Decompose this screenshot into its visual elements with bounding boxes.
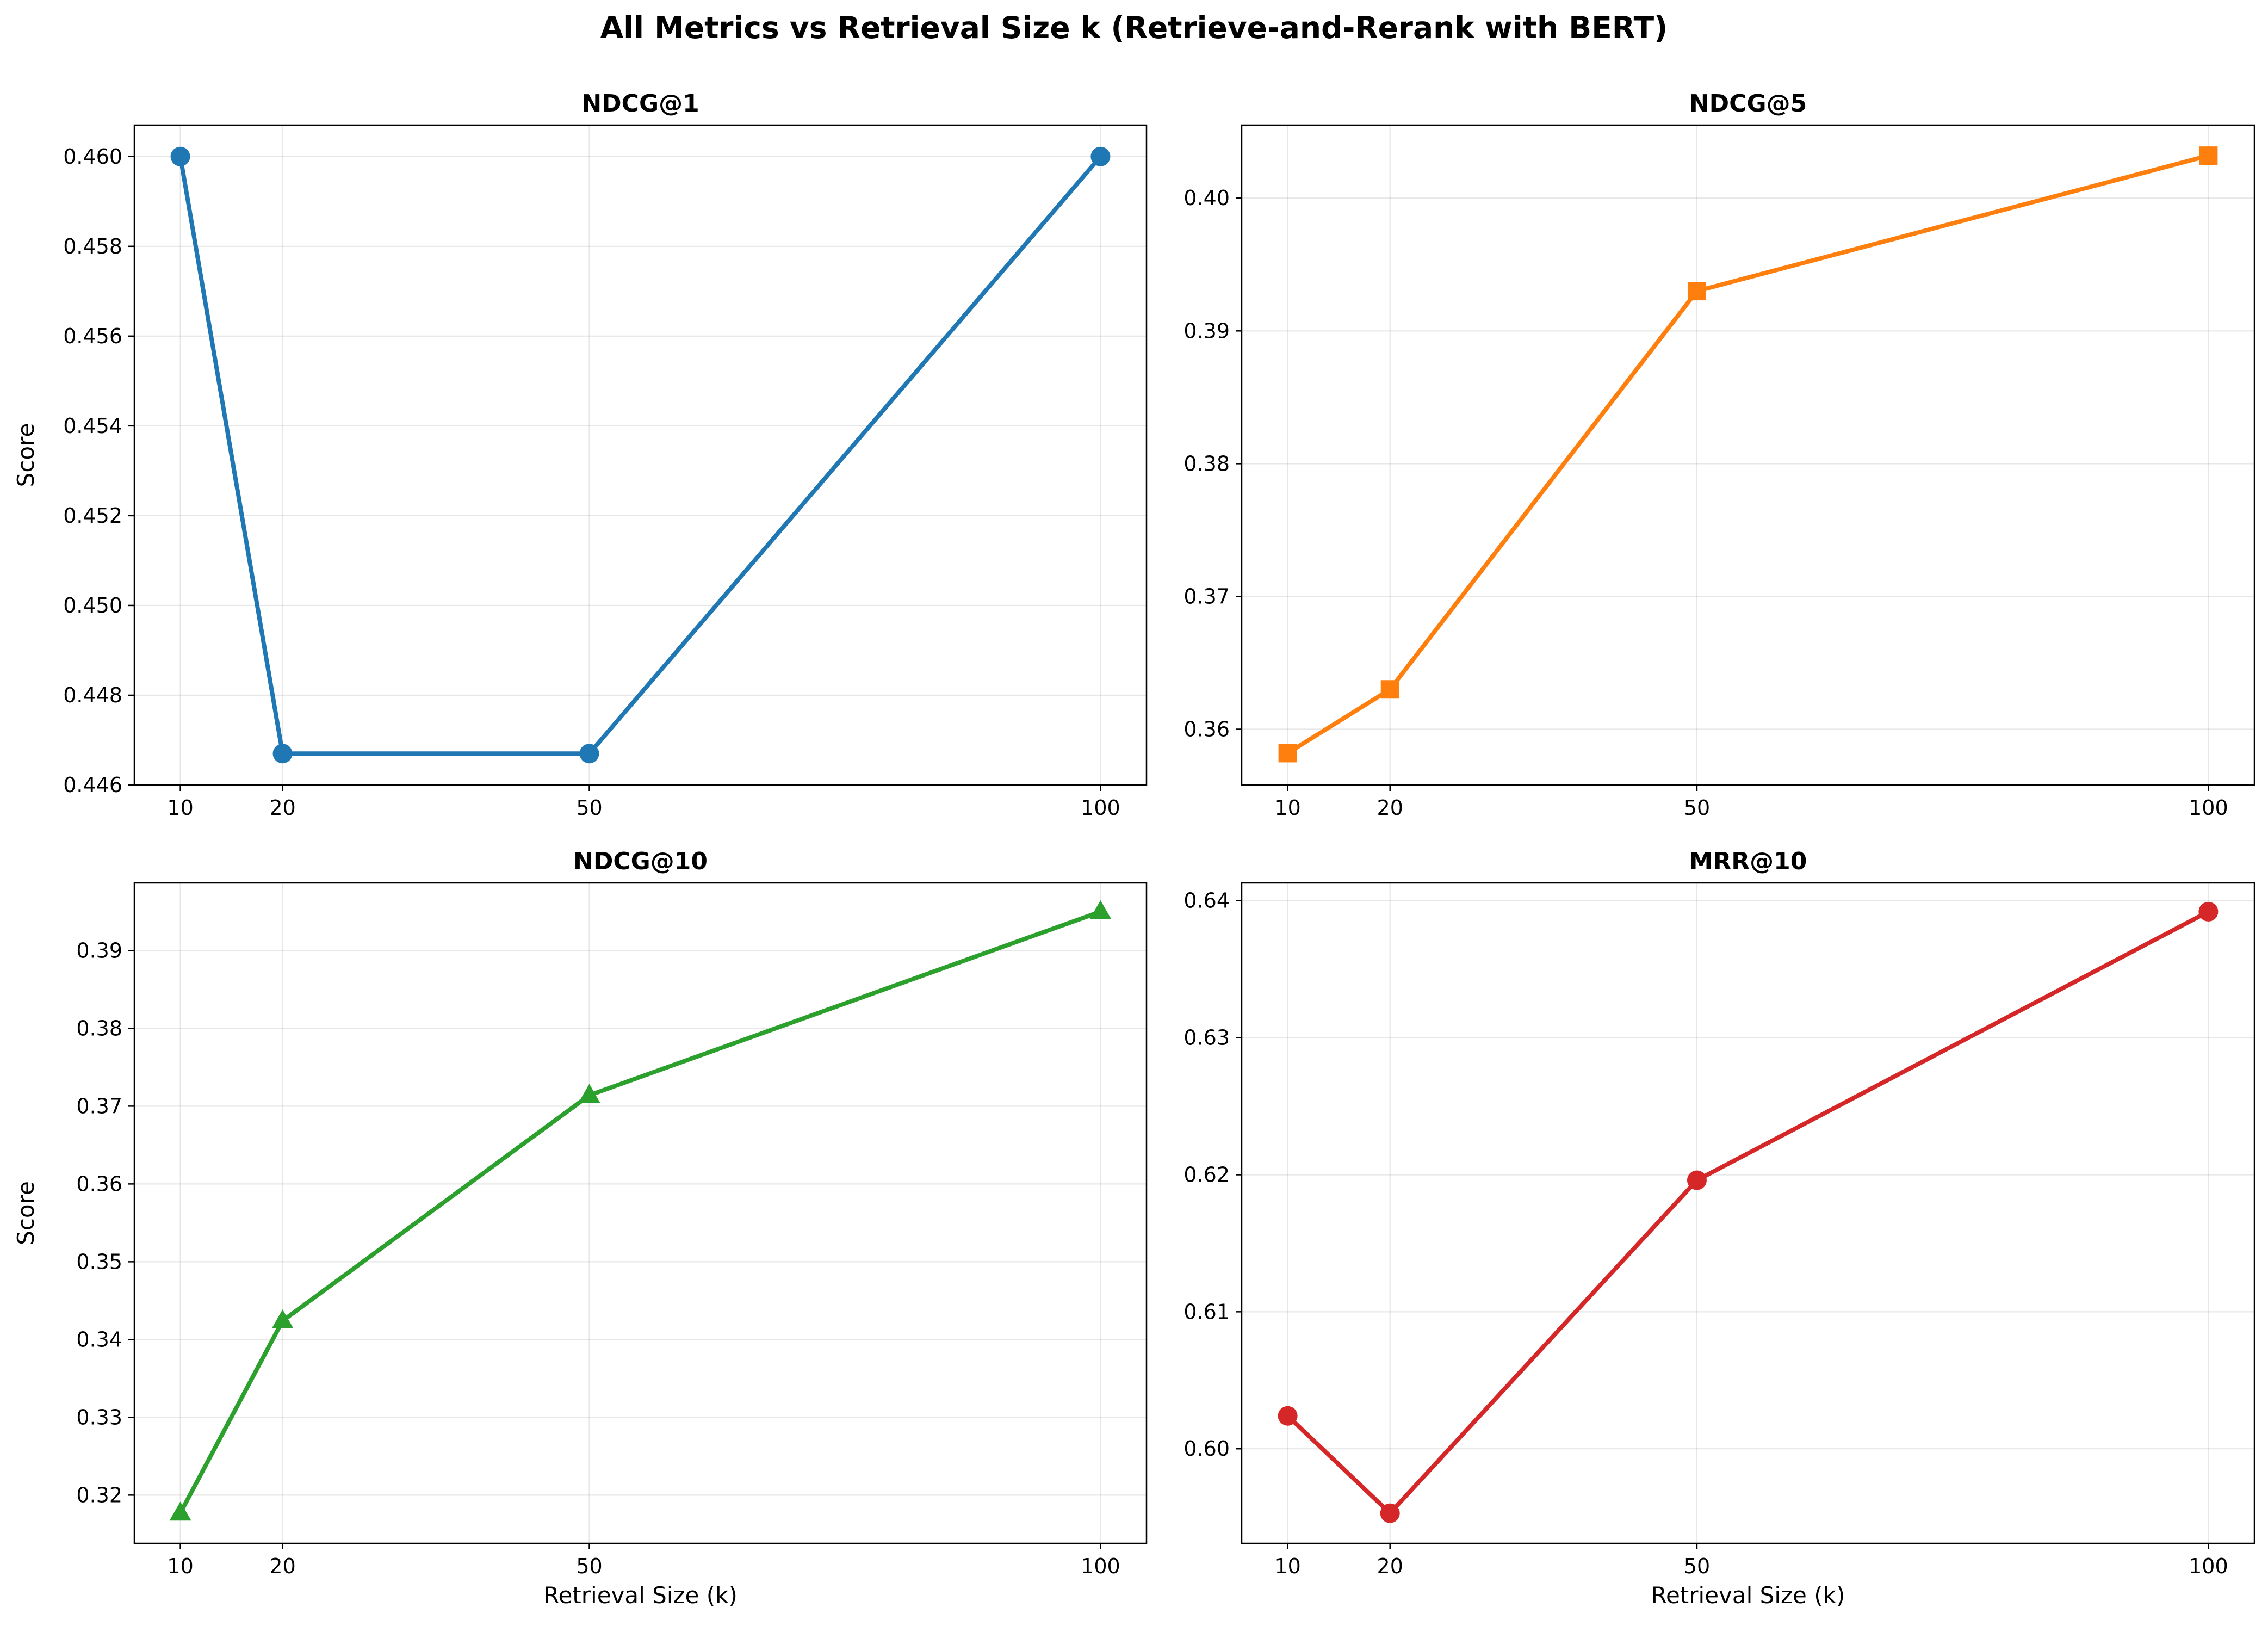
- subplot-title: NDCG@1: [581, 90, 699, 118]
- data-point-circle: [579, 744, 599, 764]
- x-tick-label: 20: [1377, 796, 1403, 820]
- data-point-square: [2199, 146, 2218, 165]
- y-tick-label: 0.39: [1183, 319, 1230, 343]
- y-axis-label: Score: [13, 423, 39, 487]
- data-point-triangle: [578, 1084, 600, 1103]
- x-axis-label: Retrieval Size (k): [1651, 1582, 1845, 1609]
- subplot-title: NDCG@10: [573, 848, 708, 875]
- data-point-circle: [170, 146, 190, 166]
- subplot-4: 10 20 50 100 0.60 0.61 0.62 0.63 0.64 MRR@10 Retri…: [1183, 848, 2255, 1609]
- y-tick-label: 0.64: [1183, 889, 1230, 913]
- figure-suptitle: All Metrics vs Retrieval Size k (Retriev…: [600, 10, 1668, 45]
- x-tick-label: 20: [269, 796, 295, 820]
- data-point-circle: [1090, 146, 1111, 166]
- y-axis-label: Score: [13, 1181, 39, 1245]
- x-tick-label: 10: [1274, 1554, 1300, 1578]
- x-tick-label: 100: [1081, 796, 1120, 820]
- y-tick-label: 0.450: [63, 594, 122, 617]
- x-tick-label: 50: [576, 796, 602, 820]
- data-point-circle: [2198, 901, 2219, 922]
- data-point-circle: [1278, 1406, 1298, 1426]
- data-point-circle: [1380, 1503, 1400, 1523]
- x-tick-label: 10: [167, 796, 193, 820]
- y-tick-label: 0.36: [76, 1172, 122, 1196]
- x-tick-label: 100: [2189, 1554, 2228, 1578]
- x-tick-label: 10: [167, 1554, 193, 1578]
- y-tick-label: 0.33: [76, 1405, 122, 1429]
- data-point-circle: [272, 744, 293, 764]
- subplot-title: MRR@10: [1689, 848, 1807, 875]
- y-tick-label: 0.61: [1183, 1300, 1230, 1324]
- y-tick-label: 0.60: [1183, 1437, 1230, 1461]
- y-tick-label: 0.39: [76, 938, 122, 962]
- series-line: [177, 153, 1104, 756]
- subplot-3: 10 20 50 100 0.32 0.33 0.34 0.35 0.36 0.37 0.38 0.3…: [13, 848, 1148, 1609]
- x-tick-label: 20: [1377, 1554, 1403, 1578]
- subplot-1: 10 20 50 100 0.446 0.448 0.450 0.452 0.454 0.456 0…: [13, 90, 1148, 820]
- y-tick-label: 0.448: [63, 683, 122, 707]
- axes-frame: [133, 124, 1148, 786]
- y-tick-label: 0.446: [63, 773, 122, 797]
- y-tick-label: 0.36: [1183, 717, 1230, 741]
- y-tick-label: 0.32: [76, 1483, 122, 1507]
- x-tick-label: 100: [1081, 1554, 1120, 1578]
- y-tick-label: 0.458: [63, 234, 122, 258]
- subplot-title: NDCG@5: [1689, 90, 1807, 118]
- y-tick-label: 0.37: [1183, 584, 1230, 608]
- x-tick-label: 100: [2189, 796, 2228, 820]
- y-tick-label: 0.35: [76, 1250, 122, 1274]
- y-tick-label: 0.460: [63, 145, 122, 169]
- y-tick-label: 0.37: [76, 1094, 122, 1118]
- axes-frame: [1241, 124, 2255, 786]
- x-tick-label: 10: [1274, 796, 1300, 820]
- y-tick-label: 0.40: [1183, 186, 1230, 210]
- data-point-triangle: [1089, 900, 1112, 919]
- y-tick-label: 0.63: [1183, 1026, 1230, 1050]
- y-tick-label: 0.38: [76, 1016, 122, 1040]
- subplot-2: 10 20 50 100 0.36 0.37 0.38 0.39 0.40 NDCG@5: [1183, 90, 2255, 820]
- data-point-square: [1380, 680, 1399, 699]
- y-tick-label: 0.452: [63, 504, 122, 528]
- data-point-circle: [1687, 1170, 1707, 1190]
- x-tick-label: 20: [269, 1554, 295, 1578]
- x-tick-label: 50: [576, 1554, 602, 1578]
- series-line: [1284, 908, 2211, 1516]
- y-tick-label: 0.38: [1183, 452, 1230, 475]
- axes-frame: [1241, 882, 2255, 1544]
- series-line: [1285, 153, 2211, 756]
- y-tick-label: 0.454: [63, 414, 122, 438]
- y-tick-label: 0.456: [63, 324, 122, 348]
- data-point-triangle: [271, 1309, 294, 1329]
- x-tick-label: 50: [1684, 796, 1710, 820]
- x-axis-label: Retrieval Size (k): [543, 1582, 738, 1609]
- data-point-square: [1687, 282, 1706, 301]
- x-tick-label: 50: [1684, 1554, 1710, 1578]
- axes-frame: [133, 882, 1148, 1544]
- data-point-square: [1278, 744, 1297, 763]
- series-line: [177, 908, 1104, 1516]
- data-point-triangle: [169, 1501, 191, 1521]
- y-tick-label: 0.62: [1183, 1163, 1230, 1186]
- y-tick-label: 0.34: [76, 1327, 122, 1351]
